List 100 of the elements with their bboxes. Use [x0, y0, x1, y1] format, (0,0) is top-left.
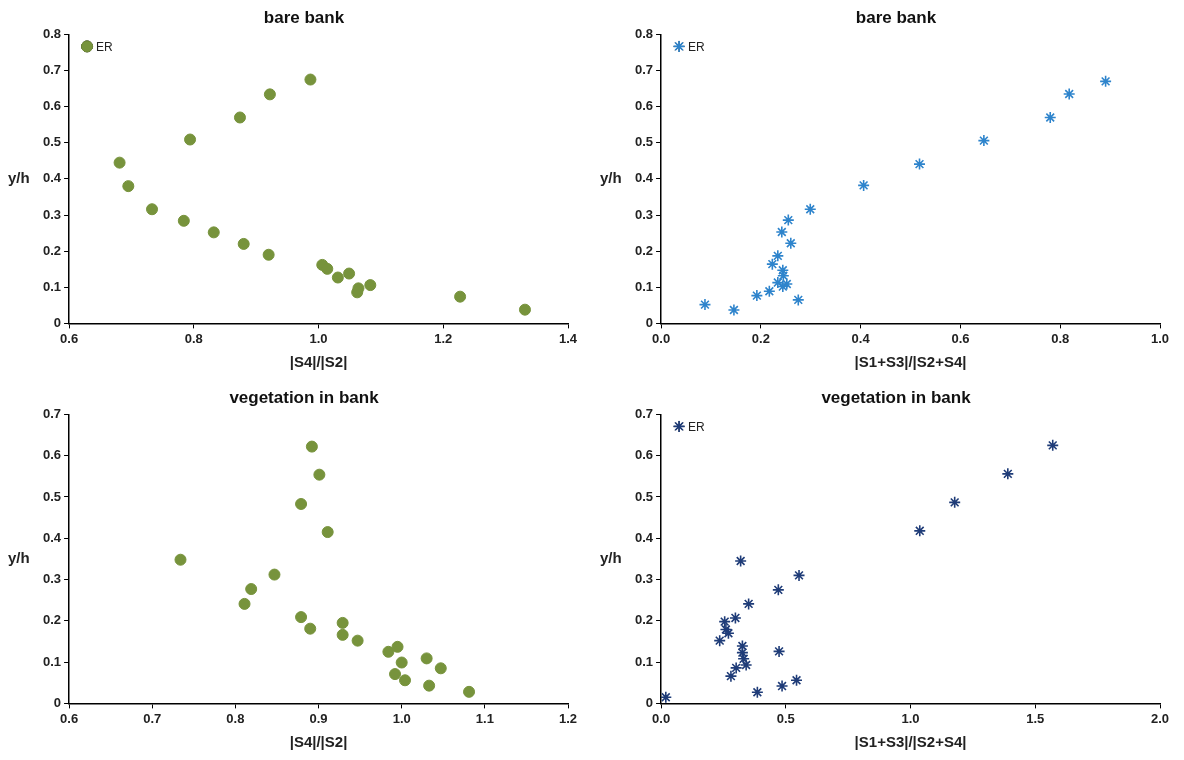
x-tick-label: 1.2	[434, 330, 453, 346]
y-tick-label: 0	[645, 314, 654, 330]
point	[321, 526, 334, 539]
point	[321, 262, 334, 275]
point	[122, 180, 135, 193]
point	[389, 668, 402, 681]
point	[364, 279, 377, 292]
y-tick-label: 0.7	[42, 405, 62, 421]
y-tick-label: 0	[645, 694, 654, 710]
x-tick-label: 1.5	[1026, 710, 1045, 726]
point	[775, 679, 789, 693]
point	[434, 662, 447, 675]
point	[718, 615, 731, 628]
point	[305, 440, 318, 453]
y-tick-label: 0.6	[634, 98, 654, 114]
point	[772, 645, 786, 658]
point	[382, 645, 395, 658]
point	[1099, 75, 1112, 88]
point	[698, 298, 712, 311]
x-tick-label: 1.4	[558, 330, 578, 346]
y-tick-label: 0.7	[634, 405, 654, 421]
x-tick-label: 1.0	[309, 330, 328, 346]
legend-label: ER	[688, 39, 706, 54]
point	[423, 679, 436, 692]
point	[262, 248, 275, 261]
point	[724, 669, 738, 683]
x-tick-label: 0.9	[309, 710, 328, 726]
point	[1046, 439, 1060, 452]
y-tick-label: 0.7	[634, 62, 654, 78]
point	[233, 111, 246, 124]
point	[792, 569, 806, 582]
point	[399, 674, 412, 687]
point	[238, 597, 251, 610]
y-tick-label: 0	[53, 694, 62, 710]
legend-label: ER	[688, 419, 706, 434]
y-tick-label: 0.6	[42, 98, 62, 114]
point	[336, 616, 349, 629]
y-axis-title: y/h	[8, 169, 30, 187]
point	[518, 303, 531, 316]
point	[304, 73, 317, 86]
point	[237, 237, 250, 250]
y-tick-label: 0.2	[634, 242, 654, 258]
point	[766, 257, 779, 271]
point	[454, 290, 467, 303]
point	[803, 202, 817, 216]
y-tick-label: 0.4	[634, 170, 654, 186]
point	[913, 157, 926, 171]
point	[772, 583, 785, 597]
point	[463, 685, 476, 698]
y-tick-label: 0.2	[634, 612, 654, 628]
x-axis-title: |S1+S3|/|S2+S4|	[854, 733, 967, 751]
point	[343, 267, 356, 280]
point	[729, 661, 743, 675]
x-tick-label: 0.0	[652, 710, 671, 726]
y-tick-label: 0.1	[634, 278, 654, 294]
y-tick-label: 0	[53, 314, 62, 330]
x-tick-label: 1.0	[392, 710, 411, 726]
y-tick-label: 0.8	[42, 25, 62, 41]
y-tick-label: 0.3	[42, 571, 62, 587]
y-tick-label: 0.5	[42, 134, 62, 150]
point	[331, 271, 344, 284]
y-tick-label: 0.2	[42, 242, 62, 258]
x-axis-title: |S1+S3|/|S2+S4|	[854, 353, 967, 371]
chart-title: vegetation in bank	[229, 387, 380, 407]
y-tick-label: 0.6	[42, 447, 62, 463]
point	[771, 249, 785, 263]
y-tick-label: 0.5	[42, 488, 62, 504]
point	[784, 236, 798, 250]
point	[857, 179, 870, 192]
point	[727, 303, 741, 317]
point	[948, 496, 961, 509]
point	[734, 554, 747, 568]
legend-label: ER	[96, 39, 114, 54]
x-tick-label: 2.0	[1150, 710, 1170, 726]
x-tick-label: 1.1	[475, 710, 494, 726]
point	[742, 597, 755, 611]
point	[268, 568, 281, 581]
y-tick-label: 0.3	[634, 571, 654, 587]
x-tick-label: 0.0	[652, 330, 671, 346]
point	[420, 652, 433, 665]
point	[336, 628, 349, 641]
y-axis-title: y/h	[600, 169, 622, 187]
point	[722, 626, 735, 640]
chart-title: bare bank	[263, 7, 345, 27]
y-tick-label: 0.3	[634, 206, 654, 222]
x-tick-label: 1.2	[558, 710, 578, 726]
point	[661, 690, 673, 704]
point	[763, 284, 776, 298]
x-tick-label: 0.7	[143, 710, 162, 726]
point	[719, 623, 733, 636]
chart-title: bare bank	[855, 7, 937, 27]
point	[791, 293, 805, 307]
point	[1043, 111, 1057, 124]
point	[790, 673, 803, 687]
x-tick-label: 1.0	[1150, 330, 1170, 346]
x-tick-label: 0.8	[184, 330, 203, 346]
x-tick-label: 0.8	[226, 710, 245, 726]
x-tick-label: 0.6	[951, 330, 970, 346]
x-tick-label: 0.8	[1051, 330, 1070, 346]
point	[177, 214, 190, 227]
